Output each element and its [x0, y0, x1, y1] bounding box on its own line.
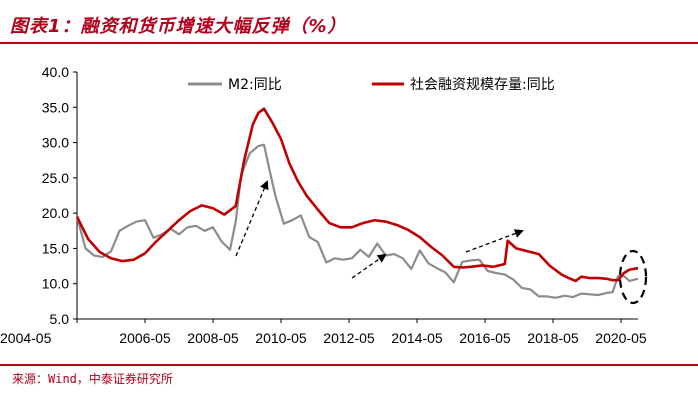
- chart-title: 图表1：融资和货币增速大幅反弹（%）: [10, 16, 347, 37]
- chart-legend: M2:同比 社会融资规模存量:同比: [188, 77, 555, 93]
- legend-item-tsf-label: 社会融资规模存量:同比: [410, 77, 555, 93]
- y-tick-label: 25.0: [42, 170, 69, 186]
- chart-series: [75, 107, 639, 299]
- x-tick-label: 2020-05: [595, 330, 647, 346]
- x-tick-label: 2004-05: [0, 330, 52, 346]
- y-tick-label: 10.0: [42, 276, 69, 292]
- trend-arrow-2009: [235, 180, 269, 257]
- y-tick-label: 35.0: [42, 99, 69, 115]
- chart-axes: 5.0 10.0 15.0 20.0 25.0 30.0 35.0 40.0 2004-05 20…: [0, 64, 647, 346]
- legend-item-m2-label: M2:同比: [228, 77, 282, 93]
- footer-rule: [0, 364, 698, 366]
- chart-canvas: 5.0 10.0 15.0 20.0 25.0 30.0 35.0 40.0 2004-05 20…: [0, 64, 648, 346]
- trend-arrow-2013: [351, 253, 387, 279]
- x-tick-label: 2016-05: [459, 330, 511, 346]
- y-tick-label: 15.0: [42, 240, 69, 256]
- y-tick-label: 20.0: [42, 205, 69, 221]
- y-tick-label: 5.0: [50, 311, 70, 327]
- x-tick-label: 2010-05: [255, 330, 307, 346]
- source-note: 来源：Wind，中泰证券研究所: [12, 372, 173, 386]
- trend-arrow-2016: [465, 229, 524, 253]
- title-rule: [0, 42, 698, 44]
- chart-annotations: [235, 180, 648, 305]
- y-tick-label: 30.0: [42, 135, 69, 151]
- tsf-stock-yoy-line: [75, 107, 639, 283]
- x-tick-label: 2006-05: [119, 330, 171, 346]
- highlight-circle-2020: [618, 249, 648, 305]
- x-tick-label: 2018-05: [527, 330, 579, 346]
- y-tick-label: 40.0: [42, 64, 69, 80]
- x-tick-label: 2014-05: [391, 330, 443, 346]
- m2-yoy-line: [75, 143, 639, 299]
- x-tick-label: 2008-05: [187, 330, 239, 346]
- x-tick-label: 2012-05: [323, 330, 375, 346]
